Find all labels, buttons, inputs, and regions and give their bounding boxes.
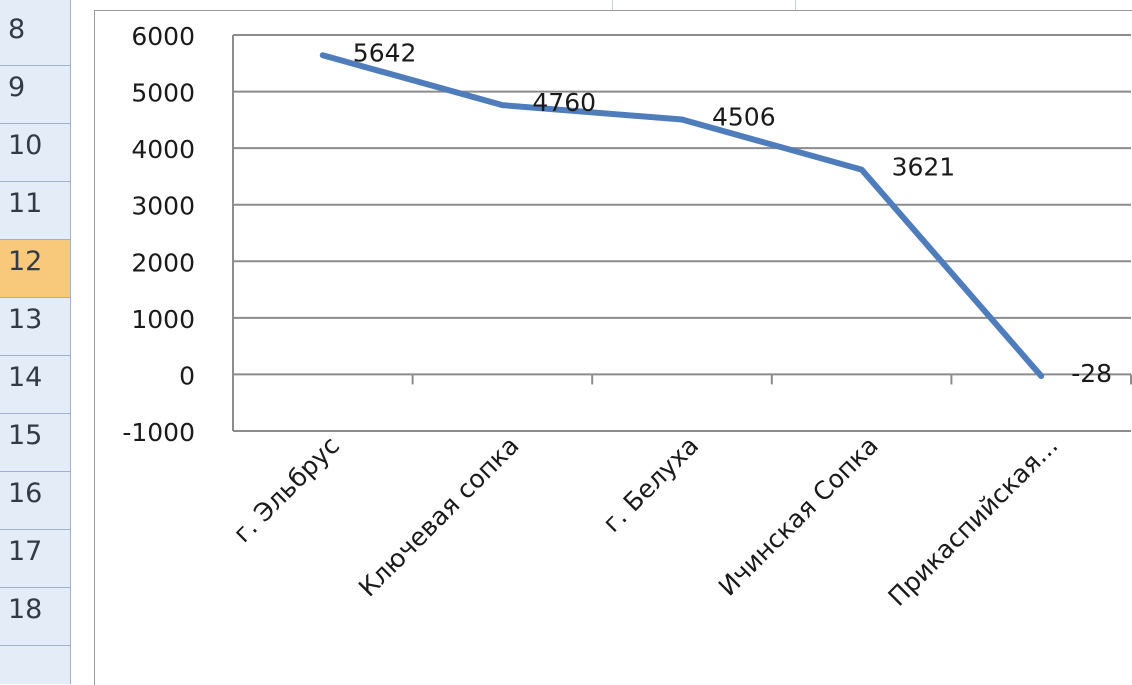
y-tick-label: 6000 — [131, 22, 195, 51]
y-tick-label: 3000 — [131, 192, 195, 221]
y-tick-label: -1000 — [122, 418, 195, 447]
row-header-14[interactable]: 14 — [0, 356, 70, 414]
chart-area[interactable]: 6000 5000 4000 3000 2000 1000 0 -1000 5642 4760 4… — [94, 10, 1132, 685]
row-header-16[interactable]: 16 — [0, 472, 70, 530]
data-label: 4506 — [712, 103, 776, 132]
y-tick-labels: 6000 5000 4000 3000 2000 1000 0 -1000 — [122, 22, 195, 447]
data-label: 5642 — [353, 38, 417, 67]
y-tick-label: 0 — [179, 361, 195, 390]
line-chart: 6000 5000 4000 3000 2000 1000 0 -1000 5642 4760 4… — [122, 22, 1132, 612]
row-header-8[interactable]: 8 — [0, 8, 70, 66]
data-label: 3621 — [892, 153, 956, 182]
y-tick-label: 2000 — [131, 248, 195, 277]
x-tick-label: г. Эльбрус — [228, 431, 345, 548]
data-label: -28 — [1071, 359, 1112, 388]
y-tick-label: 4000 — [131, 135, 195, 164]
series — [319, 52, 1045, 380]
x-tick-label: г. Белуха — [597, 431, 704, 538]
row-header-12[interactable]: 12 — [0, 240, 70, 298]
data-labels: 5642 4760 4506 3621 -28 — [353, 38, 1112, 388]
row-header-11[interactable]: 11 — [0, 182, 70, 240]
row-header-13[interactable]: 13 — [0, 298, 70, 356]
x-tick-label: Прикаспийская... — [882, 431, 1063, 612]
data-label: 4760 — [532, 88, 596, 117]
gridlines — [232, 34, 1131, 432]
x-tick-labels: г. Эльбрус Ключевая сопка г. Белуха Ичинска… — [228, 431, 1064, 612]
x-axis — [232, 373, 1132, 385]
row-header-15[interactable]: 15 — [0, 414, 70, 472]
x-tick-label: Ключевая сопка — [353, 431, 525, 603]
row-header-18[interactable]: 18 — [0, 588, 70, 646]
row-header-9[interactable]: 9 — [0, 66, 70, 124]
row-header-column: 8 9 10 11 12 13 14 15 16 17 18 — [0, 0, 71, 684]
series-line — [319, 52, 1045, 380]
x-tick-label: Ичинская Сопка — [713, 431, 884, 602]
row-header-17[interactable]: 17 — [0, 530, 70, 588]
y-tick-label: 1000 — [131, 305, 195, 334]
row-header-10[interactable]: 10 — [0, 124, 70, 182]
y-tick-label: 5000 — [131, 79, 195, 108]
